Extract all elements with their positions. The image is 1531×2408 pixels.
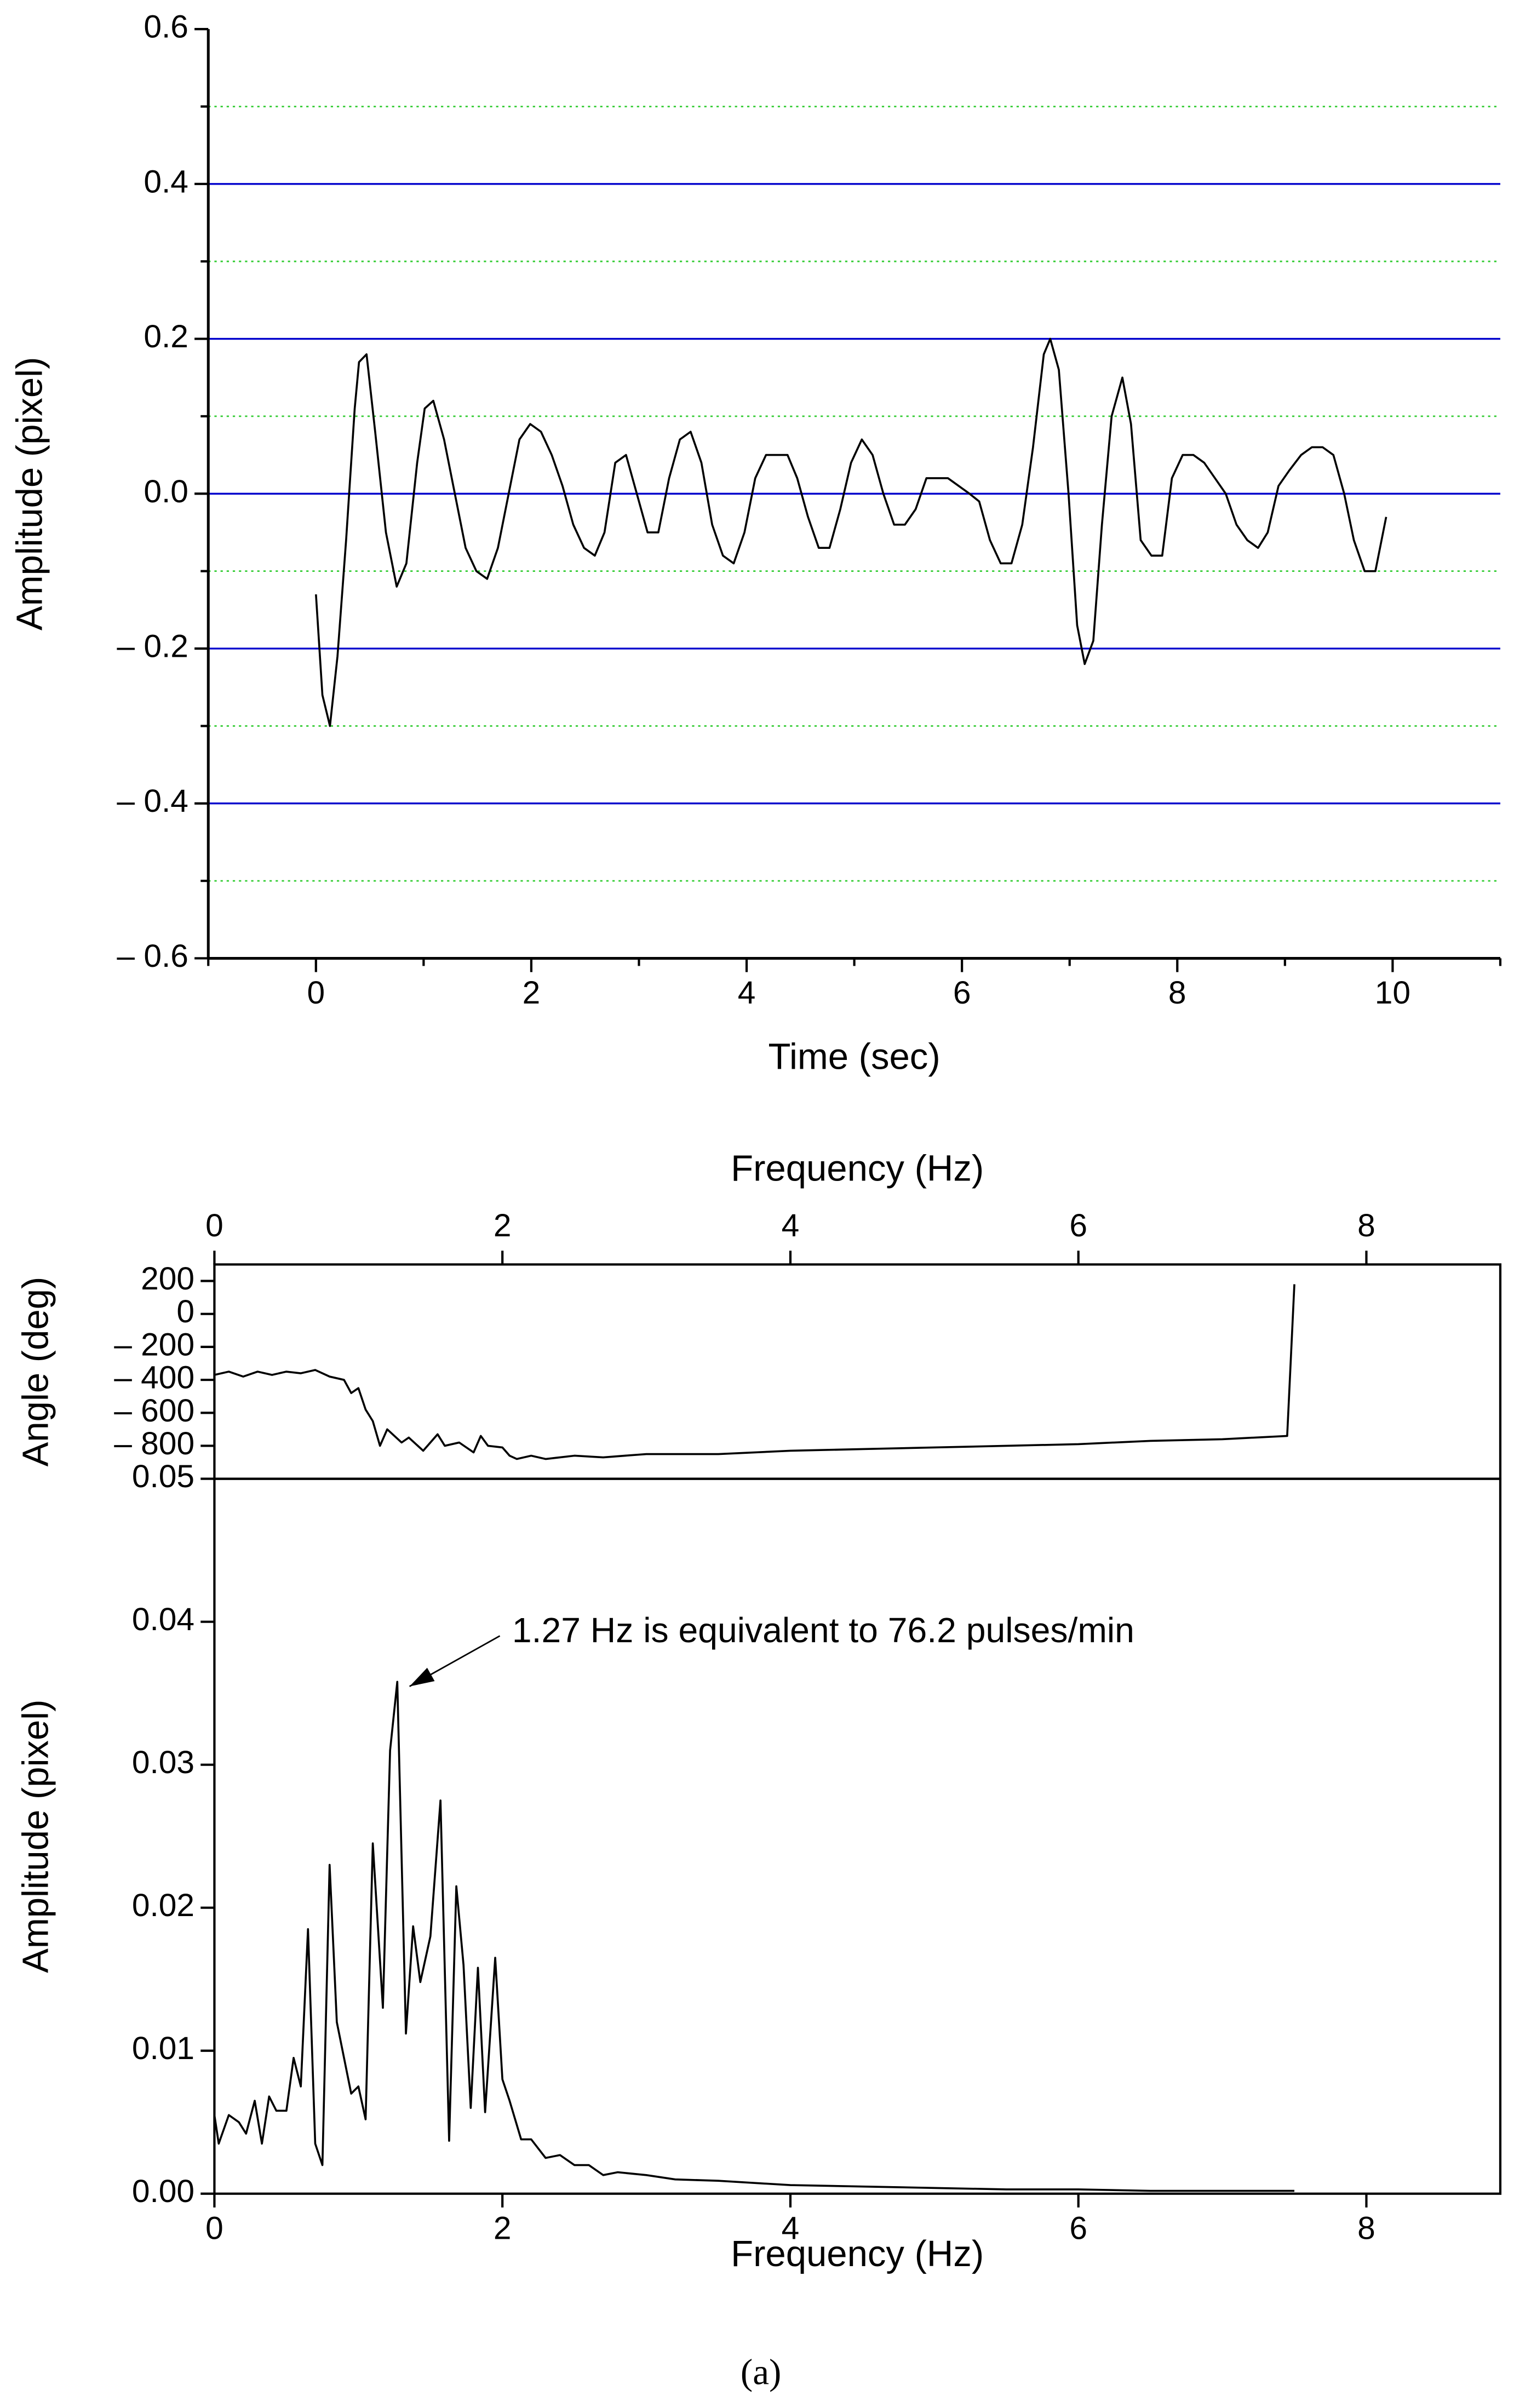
y-tick-label: 0.0 <box>144 474 188 509</box>
x-tick-label: 8 <box>1357 2210 1375 2246</box>
x-axis-label: Frequency (Hz) <box>731 2233 984 2274</box>
x-tick-label: 6 <box>1069 1208 1087 1243</box>
x-tick-label: 6 <box>1069 2210 1087 2246</box>
y-tick-label: 0.02 <box>132 1888 194 1923</box>
x-axis-label: Frequency (Hz) <box>731 1148 984 1189</box>
data-line <box>314 337 1387 727</box>
y-tick-label: 0.00 <box>132 2174 194 2209</box>
x-tick-label: 0 <box>205 1208 223 1243</box>
x-tick-label: 4 <box>782 1208 800 1243</box>
x-tick-label: 4 <box>782 2210 800 2246</box>
y-tick-label: – 0.2 <box>117 629 188 664</box>
y-tick-label: – 200 <box>114 1327 194 1362</box>
x-tick-label: 10 <box>1375 975 1410 1011</box>
y-tick-label: – 400 <box>114 1360 194 1396</box>
x-tick-label: 8 <box>1357 1208 1375 1243</box>
data-line <box>214 1284 1295 1460</box>
y-tick-label: 0.03 <box>132 1745 194 1780</box>
x-tick-label: 6 <box>953 975 971 1011</box>
y-axis-label: Amplitude (pixel) <box>9 357 50 630</box>
data-line <box>213 1681 1295 2192</box>
y-tick-label: – 0.6 <box>117 938 188 974</box>
y-tick-label: 0.4 <box>144 164 188 199</box>
y-tick-label: 0.6 <box>144 9 188 45</box>
x-axis-label: Time (sec) <box>768 1036 940 1077</box>
y-tick-label: 0.01 <box>132 2031 194 2066</box>
annotation-arrowhead <box>409 1667 435 1687</box>
y-axis-label: Amplitude (pixel) <box>15 1699 56 1973</box>
x-tick-label: 0 <box>205 2210 223 2246</box>
y-tick-label: 200 <box>141 1261 194 1297</box>
y-tick-label: – 800 <box>114 1426 194 1461</box>
x-tick-label: 8 <box>1168 975 1186 1011</box>
annotation: 1.27 Hz is equivalent to 76.2 pulses/min <box>512 1610 1134 1650</box>
plot-frame <box>213 1477 1502 2195</box>
y-tick-label: 0.2 <box>144 319 188 354</box>
y-tick-label: 0.05 <box>132 1459 194 1494</box>
x-tick-label: 4 <box>738 975 756 1011</box>
y-tick-label: 0.04 <box>132 1602 194 1637</box>
x-tick-label: 2 <box>494 2210 512 2246</box>
x-tick-label: 0 <box>307 975 325 1011</box>
x-tick-label: 2 <box>523 975 541 1011</box>
caption: (a) <box>741 2352 781 2393</box>
y-tick-label: – 0.4 <box>117 783 188 819</box>
y-axis-label: Angle (deg) <box>15 1277 56 1467</box>
y-tick-label: 0 <box>176 1294 194 1329</box>
y-tick-label: – 600 <box>114 1393 194 1429</box>
x-tick-label: 2 <box>494 1208 512 1243</box>
